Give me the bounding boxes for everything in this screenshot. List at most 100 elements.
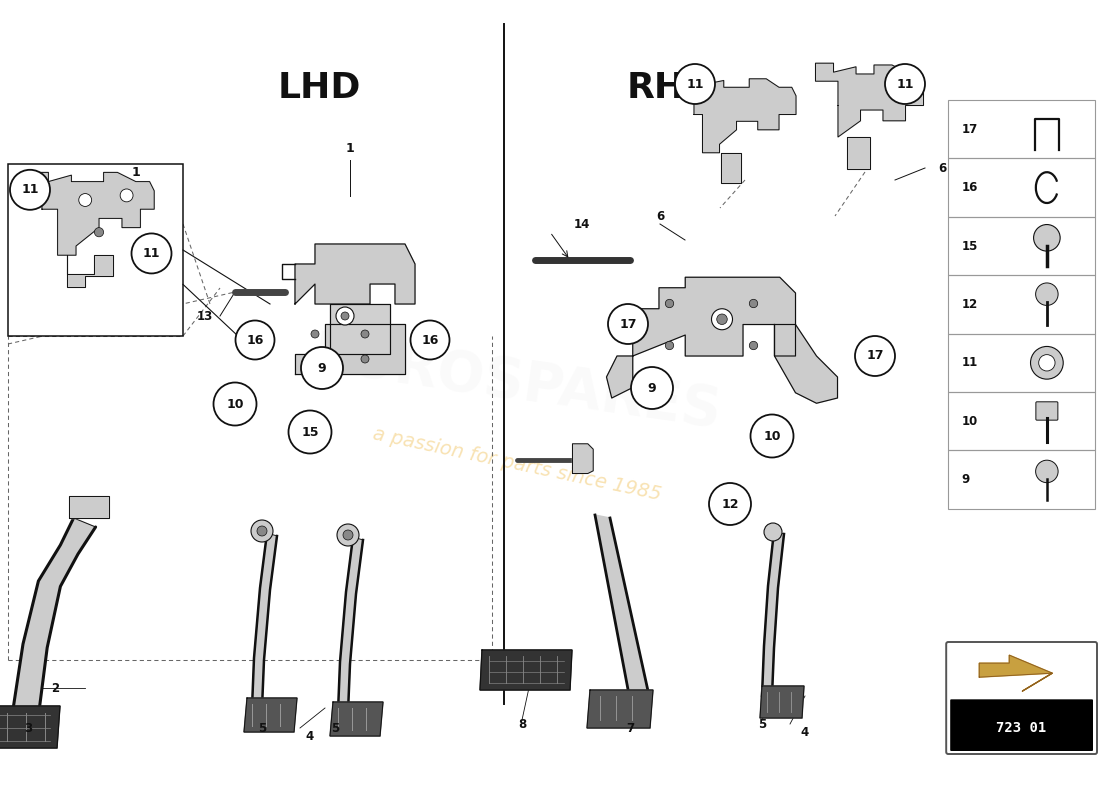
Circle shape	[608, 304, 648, 344]
Text: 723 01: 723 01	[997, 722, 1047, 735]
Polygon shape	[252, 533, 277, 708]
Text: 9: 9	[648, 382, 657, 394]
Text: 11: 11	[896, 78, 914, 90]
Circle shape	[717, 314, 727, 325]
Text: EUROSPARES: EUROSPARES	[309, 329, 725, 439]
FancyBboxPatch shape	[950, 699, 1093, 751]
Circle shape	[855, 336, 895, 376]
Polygon shape	[295, 244, 415, 304]
Circle shape	[213, 382, 256, 426]
Polygon shape	[338, 537, 363, 712]
Text: 12: 12	[961, 298, 978, 311]
Polygon shape	[595, 515, 650, 700]
Circle shape	[257, 526, 267, 536]
Polygon shape	[0, 706, 60, 748]
Polygon shape	[480, 650, 572, 690]
Circle shape	[750, 414, 793, 458]
Text: 6: 6	[938, 162, 946, 174]
Circle shape	[749, 342, 758, 350]
Polygon shape	[330, 304, 390, 354]
Circle shape	[10, 170, 49, 210]
Text: 10: 10	[961, 414, 978, 428]
Circle shape	[251, 520, 273, 542]
Circle shape	[764, 523, 782, 541]
Text: 16: 16	[421, 334, 439, 346]
Circle shape	[749, 299, 758, 308]
Polygon shape	[762, 531, 784, 696]
Text: 10: 10	[227, 398, 244, 410]
Circle shape	[1034, 225, 1060, 251]
Circle shape	[675, 64, 715, 104]
Polygon shape	[30, 172, 154, 255]
Polygon shape	[681, 76, 796, 153]
Text: 2: 2	[51, 682, 59, 694]
Text: 3: 3	[24, 722, 32, 734]
Text: RHD: RHD	[627, 71, 715, 105]
Circle shape	[95, 227, 103, 237]
Text: LHD: LHD	[277, 71, 361, 105]
Circle shape	[631, 367, 673, 409]
Text: 9: 9	[318, 362, 327, 374]
Polygon shape	[979, 655, 1053, 691]
Text: 10: 10	[763, 430, 781, 442]
Polygon shape	[632, 278, 795, 356]
Circle shape	[666, 299, 673, 308]
FancyBboxPatch shape	[950, 645, 1093, 701]
Text: 15: 15	[301, 426, 319, 438]
Text: 4: 4	[306, 730, 315, 742]
Text: 7: 7	[626, 722, 634, 734]
Polygon shape	[572, 444, 593, 474]
FancyBboxPatch shape	[8, 164, 183, 336]
Circle shape	[1038, 354, 1055, 371]
Text: 1: 1	[345, 142, 354, 154]
Text: 5: 5	[257, 722, 266, 734]
Circle shape	[410, 321, 450, 359]
Circle shape	[311, 355, 319, 363]
Circle shape	[235, 321, 275, 359]
Text: 1: 1	[131, 166, 140, 179]
Circle shape	[886, 64, 925, 104]
Polygon shape	[295, 324, 405, 374]
Circle shape	[710, 483, 751, 525]
Text: 4: 4	[801, 726, 810, 738]
Text: a passion for parts since 1985: a passion for parts since 1985	[371, 424, 663, 504]
Polygon shape	[68, 496, 109, 518]
Text: 5: 5	[331, 722, 339, 734]
Polygon shape	[606, 356, 632, 398]
Circle shape	[301, 347, 343, 389]
Polygon shape	[774, 325, 837, 403]
Text: 6: 6	[656, 210, 664, 222]
Polygon shape	[67, 255, 113, 287]
Text: 17: 17	[619, 318, 637, 330]
Text: 8: 8	[518, 718, 526, 730]
Polygon shape	[244, 698, 297, 732]
Circle shape	[288, 410, 331, 454]
Circle shape	[666, 342, 673, 350]
Text: 17: 17	[867, 350, 883, 362]
Text: 16: 16	[246, 334, 264, 346]
Circle shape	[712, 309, 733, 330]
Circle shape	[1031, 346, 1064, 379]
Text: 9: 9	[961, 473, 969, 486]
Text: 11: 11	[686, 78, 704, 90]
Polygon shape	[12, 518, 96, 716]
FancyBboxPatch shape	[946, 642, 1097, 754]
Circle shape	[120, 189, 133, 202]
Circle shape	[1035, 283, 1058, 306]
Circle shape	[1035, 460, 1058, 482]
FancyBboxPatch shape	[1036, 402, 1058, 420]
Circle shape	[336, 307, 354, 325]
Circle shape	[361, 355, 368, 363]
Text: 5: 5	[758, 718, 766, 730]
Polygon shape	[847, 137, 869, 169]
Text: 15: 15	[961, 239, 978, 253]
Circle shape	[341, 312, 349, 320]
Circle shape	[337, 524, 359, 546]
Polygon shape	[760, 686, 804, 718]
Text: 11: 11	[143, 247, 161, 260]
Circle shape	[79, 194, 91, 206]
Circle shape	[343, 530, 353, 540]
Text: 16: 16	[961, 181, 978, 194]
Text: 12: 12	[722, 498, 739, 510]
Text: 17: 17	[961, 122, 978, 136]
